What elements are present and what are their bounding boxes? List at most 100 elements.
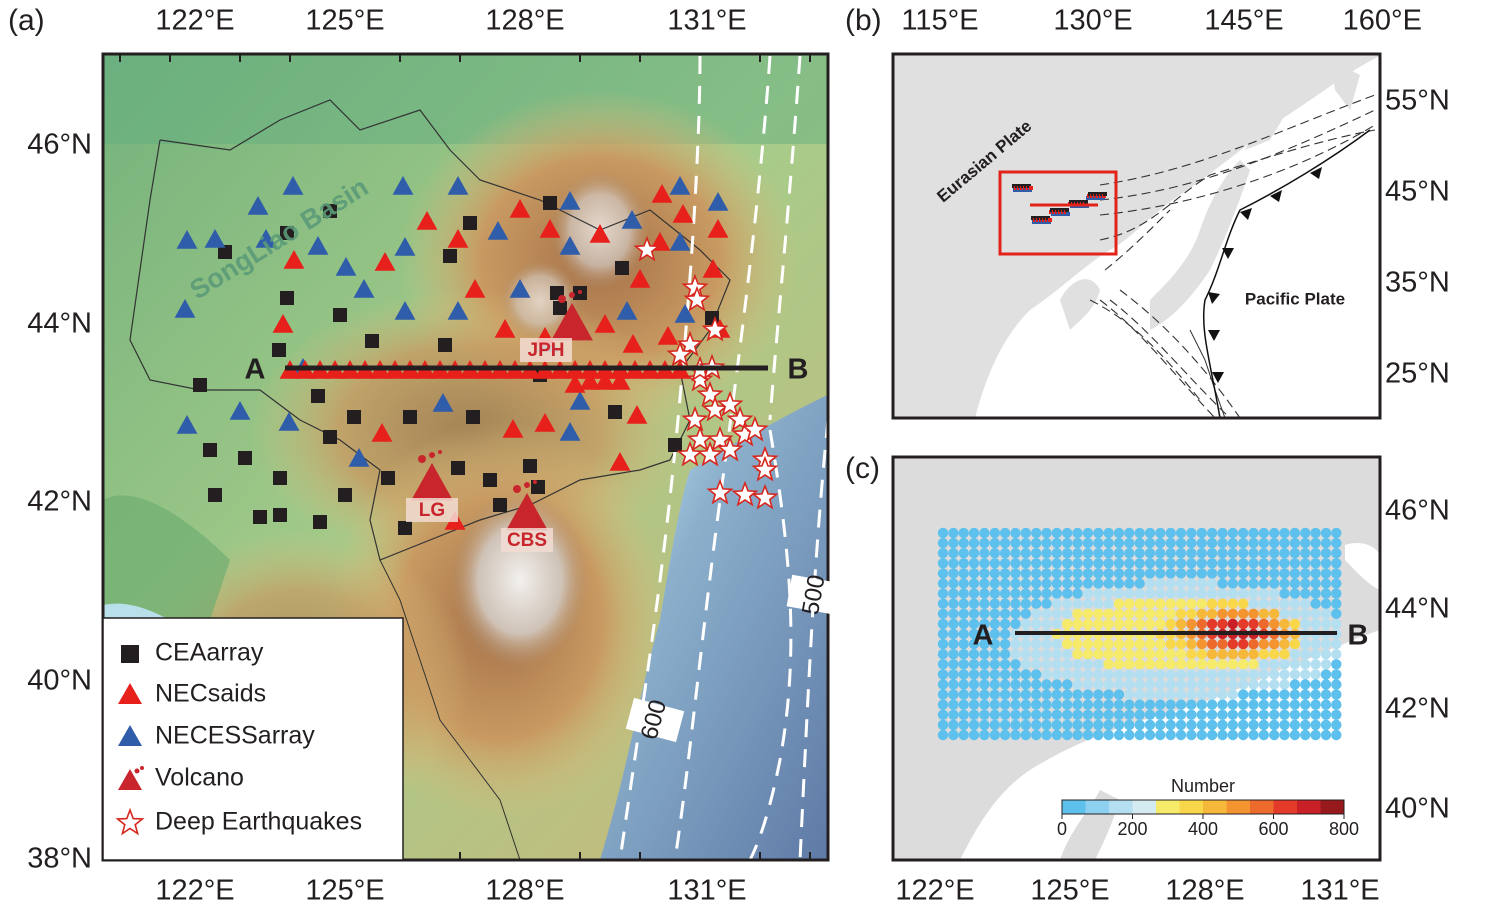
coverage-node: [999, 558, 1011, 569]
coverage-node: [937, 608, 949, 619]
neces-station: [348, 448, 370, 467]
coverage-node: [948, 628, 959, 640]
cea-station: [438, 338, 452, 352]
coverage-node: [1093, 527, 1104, 539]
coverage-node: [1175, 527, 1187, 539]
profile-label: A: [245, 354, 266, 386]
cea-station: [280, 226, 294, 240]
neces-station: [559, 236, 581, 255]
coverage-node: [1279, 527, 1290, 539]
coverage-node: [1310, 719, 1321, 731]
x-tick-label: 128°E: [485, 5, 564, 37]
cea-station: [443, 249, 457, 263]
coverage-node: [979, 608, 990, 619]
coverage-node: [958, 558, 969, 569]
coverage-node: [989, 598, 1000, 609]
coverage-node: [1165, 689, 1176, 700]
contour-label-box: [786, 574, 844, 616]
coverage-node: [958, 527, 969, 539]
coverage-node: [1196, 638, 1208, 650]
coverage-node: [1175, 638, 1187, 650]
coverage-node: [1144, 548, 1156, 559]
nec-station: [609, 452, 631, 471]
coverage-node: [1269, 729, 1280, 741]
coverage-node: [1186, 729, 1197, 741]
deep-earthquake: [731, 480, 759, 507]
coverage-node: [1165, 578, 1176, 589]
coverage-node: [948, 588, 959, 599]
coverage-node: [1020, 608, 1031, 619]
neces-station: [447, 301, 469, 320]
coverage-node: [1238, 527, 1249, 539]
coverage-node: [999, 598, 1011, 609]
neces-station: [307, 236, 329, 255]
x-tick-label: 145°E: [1204, 5, 1283, 37]
coverage-node: [1331, 669, 1342, 680]
coverage-node: [1093, 669, 1104, 680]
coverage-node: [1134, 598, 1145, 609]
y-tick-label: 40°N: [27, 665, 92, 697]
nec-station: [502, 419, 524, 438]
coverage-node: [1217, 689, 1228, 700]
coverage-node: [1320, 608, 1332, 619]
nec-station: [464, 279, 486, 298]
colorbar-segment: [1273, 800, 1298, 814]
coverage-node: [1113, 679, 1125, 690]
nec-station: [594, 371, 616, 390]
coverage-node: [1144, 588, 1156, 599]
coverage-node: [1134, 618, 1145, 630]
mini-station: [1066, 212, 1070, 216]
coverage-node: [1041, 568, 1052, 579]
coverage-node: [1113, 537, 1125, 549]
coverage-node: [1031, 649, 1042, 660]
coverage-node: [1031, 638, 1042, 650]
coverage-node: [1320, 618, 1332, 630]
coverage-node: [1206, 659, 1218, 670]
coverage-node: [958, 709, 969, 720]
colorbar-segment: [1250, 800, 1274, 814]
y-tick-label: 46°N: [1385, 495, 1450, 527]
coverage-node: [1062, 568, 1073, 579]
colorbar-tick-label: 200: [1117, 819, 1147, 839]
coverage-node: [1269, 608, 1280, 619]
coverage-node: [1248, 669, 1259, 680]
coverage-node: [1124, 638, 1135, 650]
coverage-node: [958, 729, 969, 741]
neces-station: [487, 221, 509, 240]
coverage-node: [968, 578, 980, 589]
coverage-node: [1093, 679, 1104, 690]
coverage-node: [1062, 679, 1073, 690]
coverage-node: [1165, 548, 1176, 559]
coverage-node: [1041, 527, 1052, 539]
colorbar-segment: [1226, 800, 1251, 814]
y-tick-label: 38°N: [27, 843, 92, 875]
neces-station: [255, 229, 277, 248]
coverage-node: [1227, 568, 1239, 579]
coverage-node: [1093, 568, 1104, 579]
coverage-node: [1155, 608, 1166, 619]
coverage-node: [999, 679, 1011, 690]
coverage-node: [1248, 598, 1259, 609]
coverage-node: [1238, 638, 1249, 650]
coverage-node: [1134, 649, 1145, 660]
deep-earthquake: [726, 405, 754, 432]
coverage-node: [1310, 598, 1321, 609]
coverage-node: [1300, 618, 1311, 630]
coverage-node: [1279, 638, 1290, 650]
coverage-node: [1134, 588, 1145, 599]
cea-station: [365, 334, 379, 348]
coverage-node: [1020, 679, 1031, 690]
coverage-node: [979, 689, 990, 700]
coverage-node: [1258, 719, 1270, 731]
coverage-node: [1082, 679, 1094, 690]
cea-station: [273, 508, 287, 522]
coverage-node: [979, 537, 990, 549]
coverage-node: [1103, 618, 1114, 630]
coverage-node: [1320, 548, 1332, 559]
coverage-node: [989, 628, 1000, 640]
coverage-node: [989, 608, 1000, 619]
coverage-node: [989, 699, 1000, 710]
coverage-node: [1248, 638, 1259, 650]
nec-station: [416, 211, 438, 230]
contour-label-box: [625, 697, 685, 743]
